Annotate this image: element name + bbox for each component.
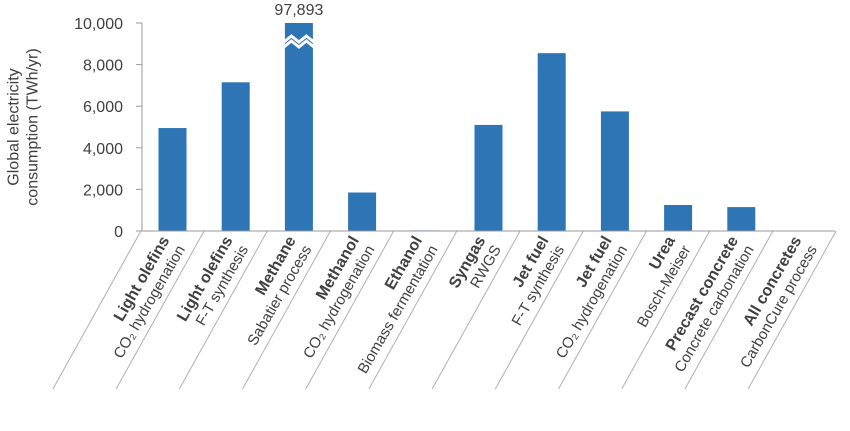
category-separator (494, 230, 584, 390)
bar (727, 207, 756, 231)
y-tick-label: 4,000 (83, 141, 123, 158)
y-axis-label: Global electricity consumption (TWh/yr) (5, 48, 41, 205)
category-separator (558, 230, 647, 390)
y-axis-label-line: consumption (TWh/yr) (25, 48, 42, 205)
bar (221, 82, 250, 231)
axis-break-mark (282, 34, 315, 44)
bar (348, 192, 377, 231)
category-separator (115, 230, 205, 390)
category-separator (178, 230, 268, 390)
category-separator (368, 230, 458, 390)
category-separator (52, 230, 142, 390)
y-tick-label: 0 (114, 224, 123, 241)
category-separator (747, 230, 837, 390)
y-axis-label-line: Global electricity (5, 68, 22, 185)
bar (537, 53, 566, 231)
bar (284, 23, 313, 231)
bar-value-label: 97,893 (274, 2, 323, 19)
bars: 97,893 (158, 2, 756, 231)
axis-break-mark (282, 39, 315, 49)
y-tick-label: 6,000 (83, 99, 123, 116)
category-separator (431, 230, 521, 390)
y-tick-label: 2,000 (83, 182, 123, 199)
category-separator (684, 230, 774, 390)
y-axis: 0 2,000 4,000 6,000 8,000 10,000 (74, 16, 143, 241)
bar (474, 124, 503, 231)
y-tick-label: 8,000 (83, 58, 123, 75)
category-separator (621, 230, 711, 390)
category-separator (242, 230, 331, 390)
bar (664, 205, 693, 231)
bar (600, 111, 629, 231)
y-tick-label: 10,000 (74, 16, 123, 33)
category-separator (305, 230, 395, 390)
bar (158, 128, 187, 231)
